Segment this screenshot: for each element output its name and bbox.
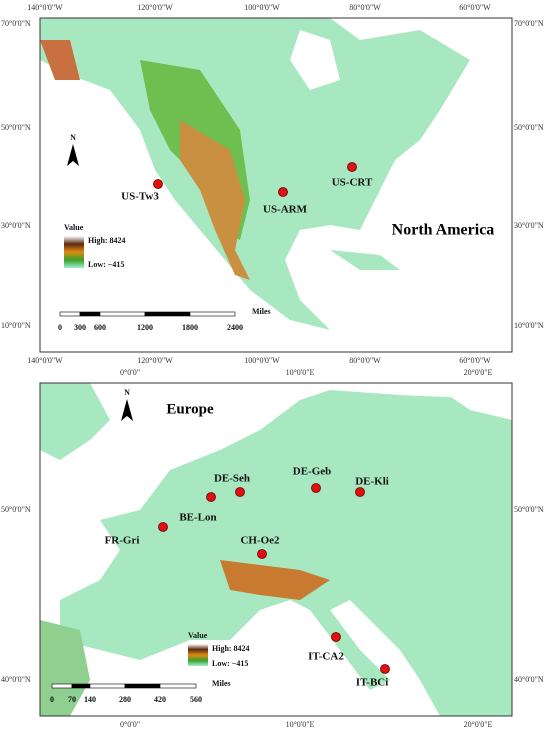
site-marker [158,522,168,532]
site-label: IT-BCi [356,677,389,689]
region-label: Europe [166,401,214,417]
site-label: US-CRT [332,177,373,189]
legend-high: High: 8424 [212,644,250,653]
site-marker [257,549,267,559]
north-arrow [67,144,79,166]
scale-label: 70 [68,695,76,704]
scale-label: 1200 [137,323,153,332]
scale-label: 140 [84,695,96,704]
longitude-label: 80°0'0"W [349,356,381,365]
longitude-label: 10°0'0"E [286,368,315,377]
site-label: DE-Seh [214,473,250,485]
scale-segment [79,311,101,317]
site-marker [380,664,390,674]
scale-label: 600 [94,323,106,332]
site-label: US-Tw3 [121,191,159,203]
scale-segment [124,683,161,689]
scale-label: 300 [74,323,86,332]
map-frame [39,17,513,353]
scale-label: 0 [58,323,62,332]
longitude-label: 140°0'0"W [27,356,63,365]
site-marker [311,483,321,493]
north-label: N [124,388,130,397]
legend-ramp [188,644,208,666]
site-label: IT-CA2 [308,651,344,663]
longitude-label: 60°0'0"W [459,3,491,12]
legend-low: Low: −415 [88,260,124,269]
longitude-label: 120°0'0"W [137,3,173,12]
legend-high: High: 8424 [88,236,126,245]
latitude-label: 50°0'0"N [1,123,31,132]
scale-label: 0 [50,695,54,704]
site-label: BE-Lon [179,512,216,524]
latitude-label: 50°0'0"N [514,123,544,132]
latitude-label: 10°0'0"N [1,321,31,330]
longitude-label: 100°0'0"W [244,3,280,12]
site-marker [153,179,163,189]
scale-label: 2400 [227,323,243,332]
legend-ramp [64,236,84,268]
north-america-map [40,18,512,352]
longitude-label: 20°0'0"E [464,368,493,377]
scale-segment [59,311,81,317]
site-marker [235,487,245,497]
site-label: DE-Geb [293,466,332,478]
longitude-label: 10°0'0"E [286,720,315,729]
longitude-label: 100°0'0"W [244,356,280,365]
site-marker [331,632,341,642]
north-label: N [70,133,76,142]
scale-label: 1800 [182,323,198,332]
site-marker [278,187,288,197]
latitude-label: 40°0'0"N [514,675,544,684]
scale-unit: Miles [252,307,271,316]
legend-title: Value [64,223,84,232]
europe-map [40,383,512,716]
scale-segment [189,311,236,317]
scale-segment [159,683,197,689]
latitude-label: 50°0'0"N [514,505,544,514]
scale-segment [89,683,126,689]
site-marker [355,487,365,497]
scale-label: 420 [154,695,166,704]
map-frame [39,382,513,717]
latitude-label: 40°0'0"N [1,675,31,684]
legend-title: Value [188,631,208,640]
latitude-label: 70°0'0"N [514,19,544,28]
latitude-label: 30°0'0"N [1,221,31,230]
scale-label: 560 [190,695,202,704]
scale-segment [144,311,191,317]
longitude-label: 80°0'0"W [349,3,381,12]
longitude-label: 60°0'0"W [459,356,491,365]
longitude-label: 0°0'0" [120,368,140,377]
scale-label: 280 [119,695,131,704]
scale-segment [99,311,146,317]
longitude-label: 0°0'0" [120,720,140,729]
longitude-label: 120°0'0"W [137,356,173,365]
scale-segment [71,683,91,689]
latitude-label: 10°0'0"N [514,321,544,330]
scale-unit: Miles [212,679,231,688]
site-label: US-ARM [263,204,308,216]
site-label: FR-Gri [105,535,140,547]
north-arrow [121,399,133,421]
region-label: North America [392,222,495,239]
latitude-label: 30°0'0"N [514,221,544,230]
scale-segment [51,683,73,689]
site-label: DE-Kli [355,476,389,488]
site-marker [347,162,357,172]
site-marker [206,492,216,502]
longitude-label: 20°0'0"E [464,720,493,729]
latitude-label: 50°0'0"N [1,505,31,514]
latitude-label: 70°0'0"N [1,19,31,28]
longitude-label: 140°0'0"W [27,3,63,12]
site-label: CH-Oe2 [240,535,280,547]
legend-low: Low: −415 [212,659,248,668]
